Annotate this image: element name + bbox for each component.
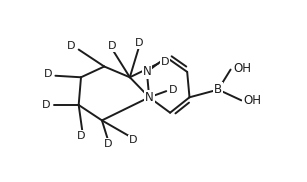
Text: D: D xyxy=(104,139,112,149)
Text: D: D xyxy=(42,100,51,110)
Text: B: B xyxy=(214,83,222,96)
Text: N: N xyxy=(145,91,154,104)
Text: N: N xyxy=(142,65,151,78)
Text: D: D xyxy=(169,85,177,95)
Text: OH: OH xyxy=(234,62,252,75)
Text: D: D xyxy=(129,135,137,145)
Text: D: D xyxy=(67,41,76,52)
Text: D: D xyxy=(108,41,116,52)
Text: D: D xyxy=(77,131,85,141)
Text: D: D xyxy=(135,38,143,48)
Text: D: D xyxy=(161,57,169,67)
Text: OH: OH xyxy=(243,94,261,107)
Text: D: D xyxy=(44,69,52,79)
